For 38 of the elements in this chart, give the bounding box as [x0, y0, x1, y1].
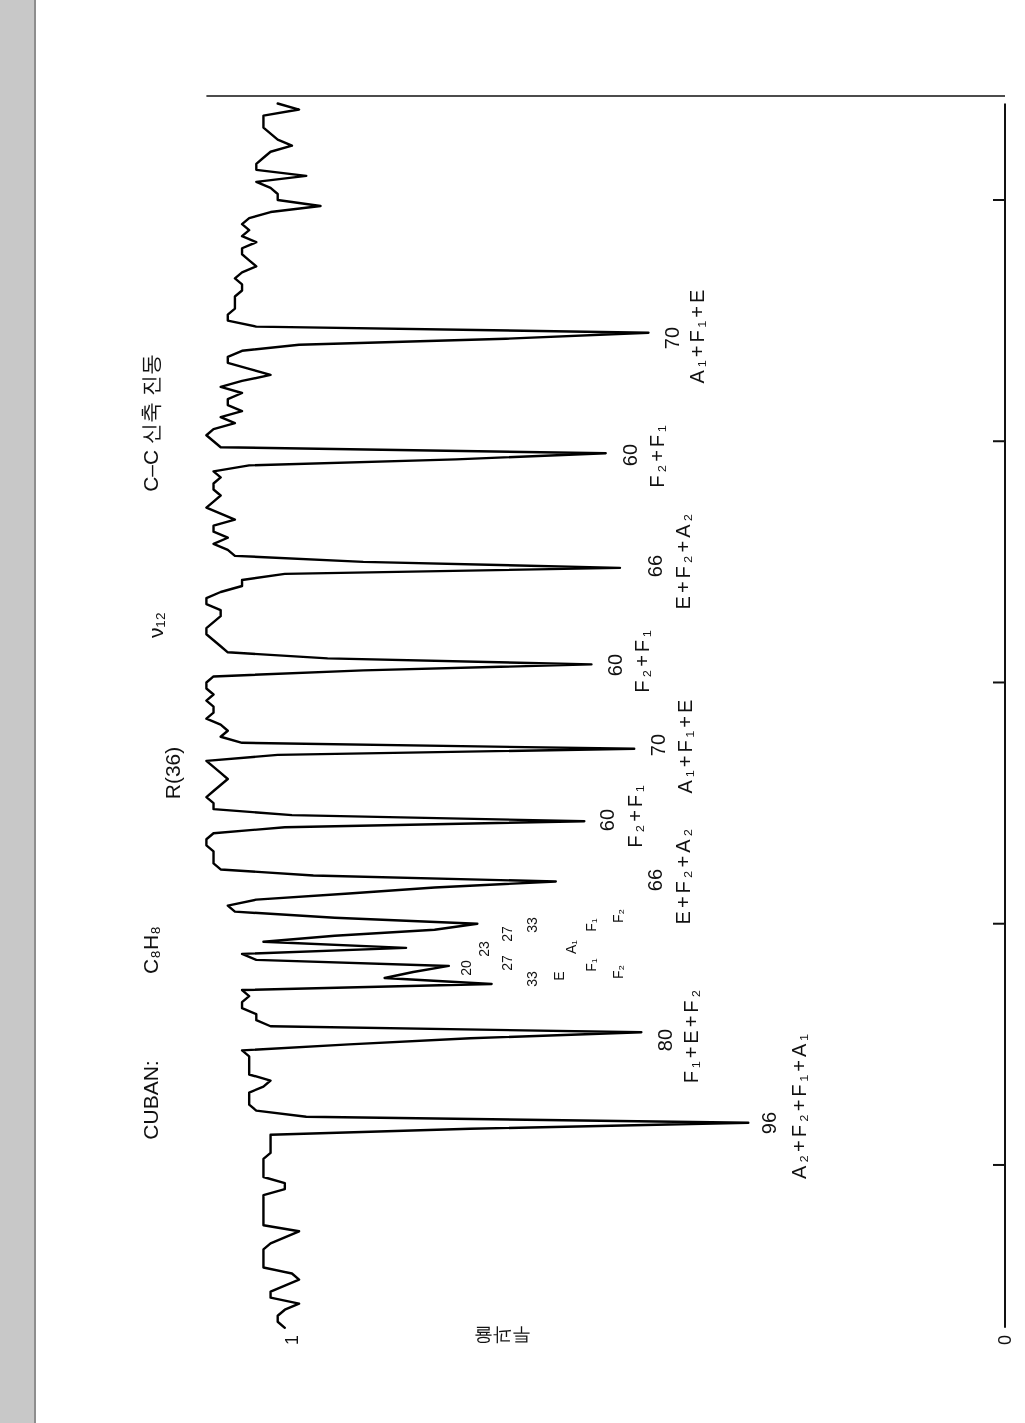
annotation: 80 [654, 1028, 676, 1052]
annotation: R(36) [160, 746, 184, 800]
annotation: ν₁₂ [143, 612, 167, 638]
annotation: A₂+F₂+F₁+A₁ [788, 1030, 810, 1180]
annotation: 20 [458, 960, 474, 976]
annotation: F₁ [583, 918, 599, 932]
annotation: 27 [499, 926, 515, 942]
annotation: A₁ [563, 939, 579, 955]
annotation: C₈H₈ [138, 926, 162, 974]
annotation: F₂ [610, 965, 626, 979]
annotation: E [551, 971, 567, 981]
annotation: 66 [644, 554, 666, 578]
annotation: A₁+F₁+E [674, 696, 696, 794]
annotation: 60 [619, 443, 641, 467]
annotation: C–C 신축 진동 [138, 354, 162, 492]
annotation: F₂+F₁ [646, 422, 668, 488]
annotation: 33 [524, 917, 540, 933]
annotation: 96 [758, 1111, 780, 1135]
annotation: E+F₂+A₂ [672, 510, 694, 610]
annotation: E+F₂+A₂ [672, 825, 694, 925]
annotation: F₁+E+F₂ [680, 986, 702, 1084]
annotation: 70 [661, 326, 683, 350]
annotation: F₁ [583, 958, 599, 972]
annotation: A₁+F₁+E [686, 286, 708, 384]
annotation: F₂ [610, 909, 626, 923]
annotation: 27 [499, 955, 515, 971]
annotation: F₂+F₁ [631, 627, 653, 693]
value-tick-label: 1 [281, 1335, 302, 1345]
annotation: 23 [476, 941, 492, 957]
annotation: 33 [524, 971, 540, 987]
value-tick-label: 0 [995, 1335, 1015, 1345]
annotation: F₂+F₁ [624, 782, 646, 848]
title: CUBAN: [138, 1060, 162, 1140]
annotation: 70 [647, 733, 669, 757]
annotation: 60 [596, 808, 618, 832]
annotation: 60 [604, 653, 626, 677]
value-axis-title: 투과율 [473, 1324, 531, 1346]
annotation: 66 [644, 868, 666, 892]
